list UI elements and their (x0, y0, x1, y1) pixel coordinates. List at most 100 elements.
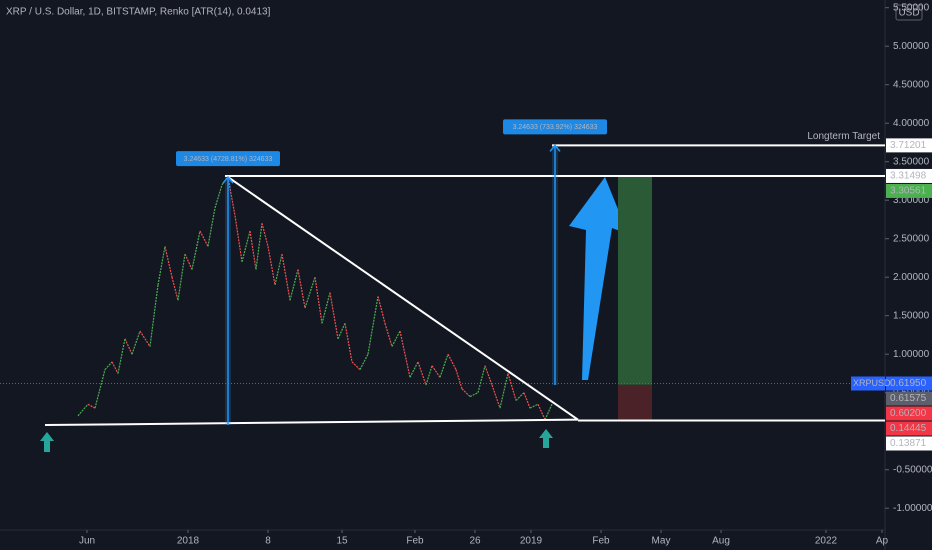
price-tag-label: 0.13871 (890, 438, 927, 449)
renko-brick (297, 269, 306, 309)
renko-brick (177, 254, 186, 301)
y-tick-label: 1.50000 (893, 310, 930, 321)
price-tag-label: 3.31498 (890, 171, 927, 182)
price-tag (886, 376, 932, 391)
x-tick-label: 2022 (815, 536, 838, 547)
renko-brick (507, 373, 517, 401)
trend-line (227, 176, 579, 421)
price-tag (886, 138, 932, 153)
renko-brick (304, 277, 316, 309)
measure-head (222, 175, 234, 184)
target-label: Longterm Target (807, 131, 880, 142)
y-tick-label: 2.00000 (893, 272, 930, 283)
renko-brick (523, 392, 531, 409)
renko-brick (281, 254, 291, 301)
renko-brick (439, 354, 449, 378)
renko-brick (94, 369, 106, 409)
marker-arrow (40, 432, 54, 452)
x-tick-label: May (652, 536, 671, 547)
renko-brick (367, 296, 379, 355)
currency-label[interactable]: USD (898, 8, 919, 19)
y-tick-label: 5.50000 (893, 2, 930, 13)
renko-brick (399, 330, 411, 378)
measure-head (549, 144, 561, 152)
renko-brick (227, 176, 236, 216)
y-tick-label: 3.50000 (893, 156, 930, 167)
price-tag (886, 391, 932, 406)
y-tick-label: 1.00000 (893, 349, 930, 360)
price-tag-label: 0.60200 (890, 408, 927, 419)
price-tag-label: 0.61950 (890, 378, 927, 389)
x-tick-label: Jun (79, 536, 95, 547)
symbol-tag (851, 376, 885, 391)
big-arrow (569, 177, 628, 380)
renko-brick (139, 330, 151, 347)
renko-brick (207, 207, 216, 247)
price-tag-label: 3.30561 (890, 186, 927, 197)
symbol-tag-label: XRPUSD (853, 378, 891, 388)
price-tag (886, 183, 932, 198)
renko-brick (111, 361, 119, 374)
trend-line (44, 418, 579, 427)
x-tick-label: 2018 (177, 536, 200, 547)
measure-label-box (503, 119, 607, 135)
renko-brick (314, 277, 323, 324)
renko-brick (214, 184, 223, 209)
renko-brick (164, 246, 173, 278)
renko-brick (321, 292, 331, 324)
renko-brick (267, 246, 276, 286)
y-tick-label: -0.50000 (893, 464, 932, 475)
renko-brick (104, 361, 113, 371)
price-tag-label: 0.14445 (890, 423, 927, 434)
renko-brick (261, 223, 269, 247)
price-tag (886, 168, 932, 183)
price-tag (886, 406, 932, 421)
renko-brick (157, 246, 166, 286)
target-zone (618, 384, 652, 421)
renko-brick (461, 388, 471, 397)
measure-label-box (176, 151, 280, 167)
y-tick-label: 5.00000 (893, 41, 930, 52)
renko-brick (131, 330, 141, 355)
x-tick-label: 2019 (520, 536, 543, 547)
measure-label: 3.24633 (4728.81%) 324633 (184, 156, 273, 163)
renko-brick (149, 284, 159, 347)
y-tick-label: 4.50000 (893, 79, 930, 90)
currency-button[interactable] (895, 4, 923, 21)
renko-brick (377, 296, 386, 324)
measure-label: 3.24633 (733.92%) 324633 (513, 124, 598, 131)
x-tick-label: Aug (712, 536, 730, 547)
chart-title: XRP / U.S. Dollar, 1D, BITSTAMP, Renko [… (6, 7, 271, 18)
renko-brick (477, 365, 486, 393)
renko-brick (191, 230, 201, 270)
renko-brick (234, 215, 243, 262)
x-tick-label: 8 (265, 536, 271, 547)
y-tick-label: 4.00000 (893, 118, 930, 129)
renko-brick (329, 292, 339, 339)
renko-brick (431, 365, 441, 378)
marker-arrow (539, 429, 553, 448)
renko-brick (417, 361, 427, 386)
price-tag (886, 421, 932, 436)
renko-brick (241, 230, 251, 262)
price-tag-label: 0.61575 (890, 393, 927, 404)
y-tick-label: 2.50000 (893, 233, 930, 244)
renko-brick (515, 392, 525, 401)
renko-brick (249, 230, 257, 270)
renko-brick (351, 361, 361, 371)
y-tick-label: 3.00000 (893, 195, 930, 206)
renko-brick (274, 253, 283, 286)
renko-brick (77, 403, 89, 417)
x-tick-label: 15 (336, 536, 348, 547)
renko-brick (484, 365, 493, 386)
x-tick-label: 26 (469, 536, 481, 547)
renko-brick (255, 223, 263, 270)
renko-brick (289, 269, 299, 301)
target-zone (618, 176, 652, 385)
price-tag (886, 436, 932, 451)
x-tick-label: Ap (876, 536, 889, 547)
renko-brick (87, 403, 96, 409)
x-tick-label: Feb (406, 536, 424, 547)
